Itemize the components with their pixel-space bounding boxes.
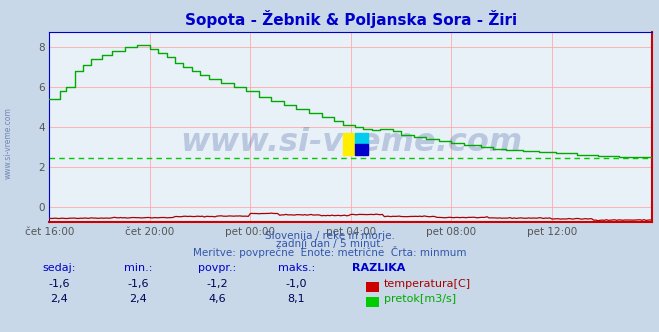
Text: 2,4: 2,4	[51, 294, 68, 304]
Text: temperatura[C]: temperatura[C]	[384, 279, 471, 289]
Text: www.si-vreme.com: www.si-vreme.com	[180, 127, 522, 158]
Bar	[343, 133, 355, 155]
Text: -1,2: -1,2	[207, 279, 228, 289]
Text: min.:: min.:	[124, 263, 153, 273]
Text: RAZLIKA: RAZLIKA	[353, 263, 405, 273]
Text: 2,4: 2,4	[130, 294, 147, 304]
Text: www.si-vreme.com: www.si-vreme.com	[4, 107, 13, 179]
Text: Meritve: povprečne  Enote: metrične  Črta: minmum: Meritve: povprečne Enote: metrične Črta:…	[192, 246, 467, 258]
Text: -1,6: -1,6	[128, 279, 149, 289]
Text: -1,6: -1,6	[49, 279, 70, 289]
Text: maks.:: maks.:	[278, 263, 315, 273]
Title: Sopota - Žebnik & Poljanska Sora - Žiri: Sopota - Žebnik & Poljanska Sora - Žiri	[185, 10, 517, 28]
Text: 4,6: 4,6	[209, 294, 226, 304]
Bar	[355, 144, 368, 155]
Text: pretok[m3/s]: pretok[m3/s]	[384, 294, 455, 304]
Text: sedaj:: sedaj:	[43, 263, 76, 273]
Text: povpr.:: povpr.:	[198, 263, 237, 273]
Text: zadnji dan / 5 minut.: zadnji dan / 5 minut.	[275, 239, 384, 249]
Text: Slovenija / reke in morje.: Slovenija / reke in morje.	[264, 231, 395, 241]
Bar	[355, 133, 368, 144]
Text: -1,0: -1,0	[286, 279, 307, 289]
Text: 8,1: 8,1	[288, 294, 305, 304]
